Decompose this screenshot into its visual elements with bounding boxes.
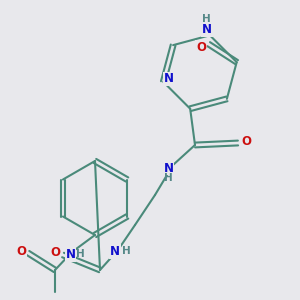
Text: H: H (122, 247, 131, 256)
Text: H: H (202, 14, 211, 24)
Text: N: N (110, 245, 120, 258)
Text: N: N (164, 72, 174, 85)
Text: O: O (196, 41, 206, 54)
Text: O: O (16, 245, 26, 258)
Text: H: H (76, 249, 85, 260)
Text: N: N (164, 161, 173, 175)
Text: N: N (202, 23, 212, 36)
Text: H: H (164, 172, 173, 183)
Text: O: O (242, 135, 251, 148)
Text: O: O (50, 246, 61, 259)
Text: N: N (65, 248, 76, 261)
